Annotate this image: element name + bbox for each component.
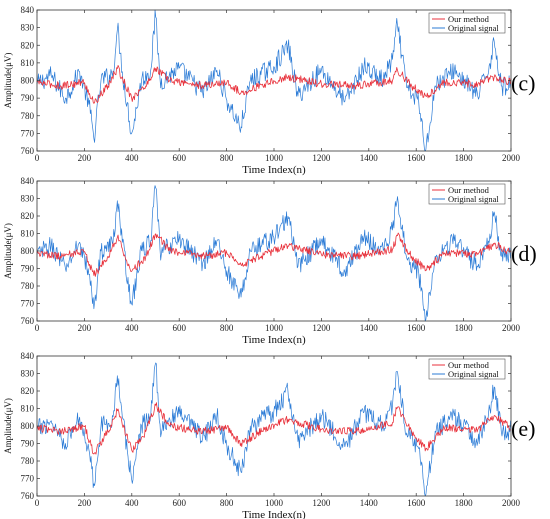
- x-tick-label: 200: [78, 153, 92, 163]
- x-tick-label: 400: [125, 153, 139, 163]
- x-tick-label: 1400: [360, 323, 379, 333]
- legend-label-original-signal: Original signal: [448, 23, 499, 33]
- panel-label: (e): [511, 416, 535, 441]
- x-tick-label: 1600: [407, 153, 426, 163]
- x-tick-label: 2000: [502, 323, 521, 333]
- series-line-our-method: [36, 65, 511, 104]
- x-tick-label: 0: [35, 153, 40, 163]
- y-tick-label: 790: [21, 264, 35, 274]
- y-axis-label: Amplitude(μV): [3, 223, 13, 279]
- y-tick-label: 800: [21, 76, 35, 86]
- series-line-original-signal: [36, 9, 511, 152]
- x-tick-label: 2000: [502, 153, 521, 163]
- x-tick-label: 0: [35, 323, 40, 333]
- y-tick-label: 830: [21, 23, 35, 33]
- chart-panel-d: 0 200 400 600 800 1000 1200 1400 1600 1800 2000 760…: [3, 176, 537, 346]
- y-tick-label: 770: [21, 128, 35, 138]
- y-tick-label: 810: [21, 229, 35, 239]
- y-tick-label: 810: [21, 404, 35, 414]
- y-tick-label: 840: [21, 351, 35, 361]
- legend-label-our-method: Our method: [448, 360, 490, 370]
- y-tick-label: 790: [21, 93, 35, 103]
- x-tick-label: 800: [220, 153, 234, 163]
- y-tick-label: 830: [21, 194, 35, 204]
- x-tick-label: 800: [220, 323, 234, 333]
- x-tick-label: 1600: [407, 498, 426, 508]
- x-tick-label: 1400: [360, 153, 379, 163]
- x-tick-label: 1200: [312, 323, 331, 333]
- x-tick-label: 600: [172, 323, 186, 333]
- x-tick-label: 1800: [455, 323, 474, 333]
- x-axis-label: Time Index(n): [242, 334, 306, 346]
- x-tick-label: 1000: [265, 323, 284, 333]
- x-tick-label: 1800: [455, 153, 474, 163]
- y-tick-label: 810: [21, 58, 35, 68]
- chart-panel-c: 0 200 400 600 800 1000 1200 1400 1600 1800 2000 760…: [3, 5, 535, 176]
- y-tick-label: 790: [21, 439, 35, 449]
- x-tick-label: 1800: [455, 498, 474, 508]
- legend-box: [428, 183, 506, 205]
- legend-box: [428, 12, 506, 34]
- x-tick-label: 600: [172, 153, 186, 163]
- x-axis-label: Time Index(n): [242, 164, 306, 176]
- y-axis-label: Amplitude(μV): [3, 398, 13, 454]
- x-tick-label: 0: [35, 498, 40, 508]
- y-tick-label: 820: [21, 40, 35, 50]
- y-tick-label: 800: [21, 246, 35, 256]
- series-line-our-method: [36, 232, 511, 277]
- y-tick-label: 770: [21, 474, 35, 484]
- x-tick-label: 200: [78, 323, 92, 333]
- y-tick-label: 760: [21, 316, 35, 326]
- x-tick-label: 600: [172, 498, 186, 508]
- x-tick-label: 1400: [360, 498, 379, 508]
- x-tick-label: 200: [78, 498, 92, 508]
- x-tick-label: 1200: [312, 498, 331, 508]
- chart-panel-e: 0 200 400 600 800 1000 1200 1400 1600 1800 2000 760…: [3, 351, 535, 519]
- x-tick-label: 1000: [265, 153, 284, 163]
- y-tick-label: 780: [21, 281, 35, 291]
- legend-label-original-signal: Original signal: [448, 194, 499, 204]
- y-tick-label: 820: [21, 211, 35, 221]
- y-tick-label: 840: [21, 5, 35, 15]
- y-tick-label: 830: [21, 369, 35, 379]
- legend-label-our-method: Our method: [448, 14, 490, 24]
- x-tick-label: 800: [220, 498, 234, 508]
- x-axis-label: Time Index(n): [242, 509, 306, 519]
- x-tick-label: 1000: [265, 498, 284, 508]
- y-tick-label: 840: [21, 176, 35, 186]
- y-tick-label: 820: [21, 386, 35, 396]
- legend-label-original-signal: Original signal: [448, 369, 499, 379]
- series-line-our-method: [36, 402, 511, 455]
- x-tick-label: 400: [125, 498, 139, 508]
- x-tick-label: 1200: [312, 153, 331, 163]
- y-tick-label: 780: [21, 456, 35, 466]
- y-tick-label: 780: [21, 111, 35, 121]
- x-tick-label: 400: [125, 323, 139, 333]
- panel-label: (c): [511, 71, 535, 96]
- legend-box: [428, 358, 506, 380]
- panel-label: (d): [511, 241, 537, 266]
- x-tick-label: 2000: [502, 498, 521, 508]
- series-line-original-signal: [36, 362, 511, 497]
- y-tick-label: 800: [21, 421, 35, 431]
- x-tick-label: 1600: [407, 323, 426, 333]
- y-tick-label: 760: [21, 491, 35, 501]
- y-tick-label: 760: [21, 146, 35, 156]
- series-line-original-signal: [36, 185, 511, 322]
- y-tick-label: 770: [21, 299, 35, 309]
- legend-label-our-method: Our method: [448, 185, 490, 195]
- y-axis-label: Amplitude(μV): [3, 53, 13, 109]
